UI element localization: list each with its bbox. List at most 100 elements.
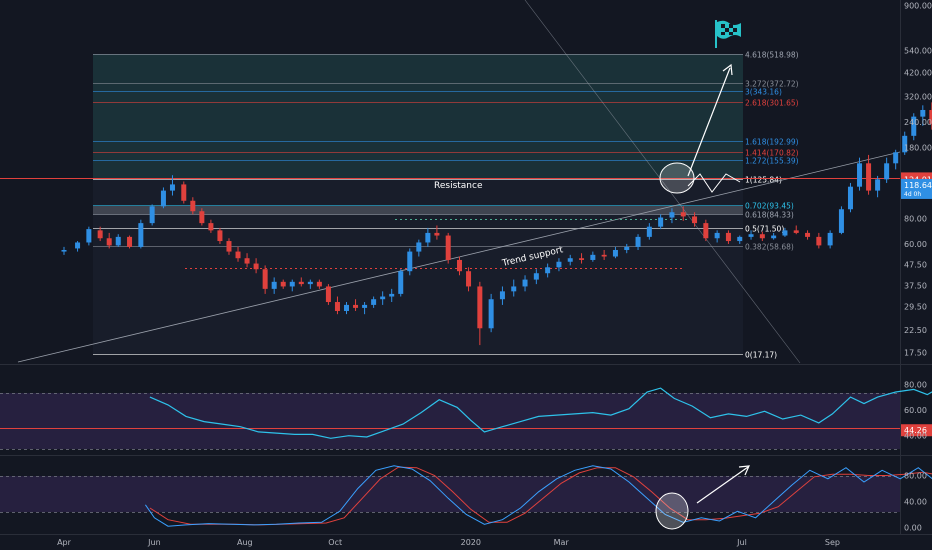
- candle-body: [353, 304, 359, 308]
- rsi-tick-label: 80.00: [904, 380, 927, 389]
- candle-body: [127, 236, 133, 247]
- candle-body: [380, 296, 386, 300]
- candle-body: [556, 261, 562, 268]
- candle-body: [590, 254, 596, 260]
- candle-body: [298, 281, 304, 285]
- candle-body: [866, 163, 872, 191]
- candle-body: [115, 236, 121, 246]
- candle-body: [75, 242, 81, 249]
- candle-body: [902, 135, 908, 153]
- candle-body: [669, 212, 675, 218]
- candle-body: [703, 223, 709, 239]
- candle-body: [748, 234, 754, 237]
- candle-body: [545, 267, 551, 274]
- fib-level-label: 4.618(518.98): [745, 51, 799, 60]
- candle-body: [601, 254, 607, 257]
- time-tick-label: Oct: [328, 538, 342, 547]
- time-tick-label: Sep: [825, 538, 840, 547]
- price-tick-label: 540.00: [904, 47, 932, 56]
- candle-body: [199, 211, 205, 224]
- fib-level-label: 2.618(301.65): [745, 99, 799, 108]
- candle-body: [714, 232, 720, 239]
- candle-body: [624, 246, 630, 250]
- fib-level-label: 1.414(170.82): [745, 149, 799, 158]
- price-tick-label: 240.00: [904, 118, 932, 127]
- candle-body: [533, 273, 539, 280]
- projection-path: [687, 173, 741, 193]
- price-tick-label: 320.00: [904, 93, 932, 102]
- price-tick-label: 900.00: [904, 2, 932, 11]
- fib-level-label: 1.618(192.99): [745, 138, 799, 147]
- rsi-tick-label: 60.00: [904, 406, 927, 415]
- price-countdown-label: 4d 0h: [904, 191, 921, 198]
- rsi-band: [0, 393, 900, 449]
- candle-body: [325, 286, 331, 303]
- rsi-tick-label: 40.00: [904, 432, 927, 441]
- candle-body: [217, 230, 223, 242]
- fib-level-label: 0.5(71.50): [745, 225, 784, 234]
- projection-arrow-price-head: [722, 63, 733, 76]
- time-axis: AprJunAugOct2020MarJulSep2021AprJunSepDe…: [57, 538, 840, 547]
- time-tick-label: Aug: [237, 538, 253, 547]
- price-tick-label: 80.00: [904, 215, 927, 224]
- candle-body: [725, 232, 731, 242]
- candle-body: [499, 291, 505, 300]
- candle-body: [805, 232, 811, 237]
- fib-level-label: 0.618(84.33): [745, 211, 794, 220]
- resistance-label: Resistance: [434, 181, 483, 191]
- fib-level-label: 0.702(93.45): [745, 202, 794, 211]
- fib-fill-upper: [93, 54, 743, 179]
- stoch-tick-label: 0.00: [904, 524, 922, 533]
- candle-body: [488, 299, 494, 329]
- candle-body: [149, 206, 155, 224]
- candle-body: [847, 186, 853, 210]
- projection-arrow-stoch: [696, 466, 749, 504]
- candle-body: [280, 281, 286, 287]
- candle-body: [875, 179, 881, 191]
- price-tick-label: 29.50: [904, 302, 927, 311]
- time-tick-label: Mar: [554, 538, 570, 547]
- candle-body: [567, 258, 573, 262]
- price-tick-label: 47.50: [904, 260, 927, 269]
- candle-body: [344, 304, 349, 311]
- candle-body: [893, 152, 899, 164]
- stoch-d-line: [149, 466, 932, 526]
- candle-body: [782, 230, 788, 236]
- candle-body: [244, 258, 250, 264]
- candle-body: [181, 184, 187, 201]
- candle-body: [635, 236, 641, 247]
- candle-body: [425, 232, 431, 243]
- candle-body: [920, 109, 926, 117]
- time-tick-label: 2020: [461, 538, 481, 547]
- price-tick-label: 17.50: [904, 348, 927, 357]
- rsi-line: [149, 387, 932, 439]
- price-tick-label: 37.50: [904, 281, 927, 290]
- highlight-circle-price: [659, 162, 695, 194]
- candle-body: [106, 238, 112, 246]
- candle-body: [816, 236, 822, 246]
- time-tick-label: Apr: [57, 538, 72, 547]
- candle-body: [827, 232, 833, 246]
- fib-extension-zone: [93, 54, 743, 354]
- candle-body: [307, 281, 313, 285]
- support-band: [93, 206, 743, 214]
- candle-body: [169, 184, 175, 191]
- candle-body: [911, 116, 917, 136]
- candle-body: [838, 209, 844, 233]
- stoch-tick-label: 40.00: [904, 498, 927, 507]
- stoch-k-line: [144, 465, 932, 527]
- candle-body: [226, 241, 232, 252]
- stoch-band: [0, 476, 900, 512]
- candlestick-series: [61, 102, 932, 346]
- candle-body: [86, 229, 92, 243]
- fib-level-label: 1(125.84): [745, 176, 782, 185]
- price-tick-label: 180.00: [904, 143, 932, 152]
- rsi-tick-label: 44.26: [904, 426, 927, 435]
- fib-level-label: 0(17.17): [745, 351, 777, 360]
- candle-body: [466, 271, 472, 287]
- candle-body: [692, 216, 698, 224]
- diagonal-resistance-line: [524, 0, 801, 364]
- projection-arrow-stoch-head: [738, 465, 750, 476]
